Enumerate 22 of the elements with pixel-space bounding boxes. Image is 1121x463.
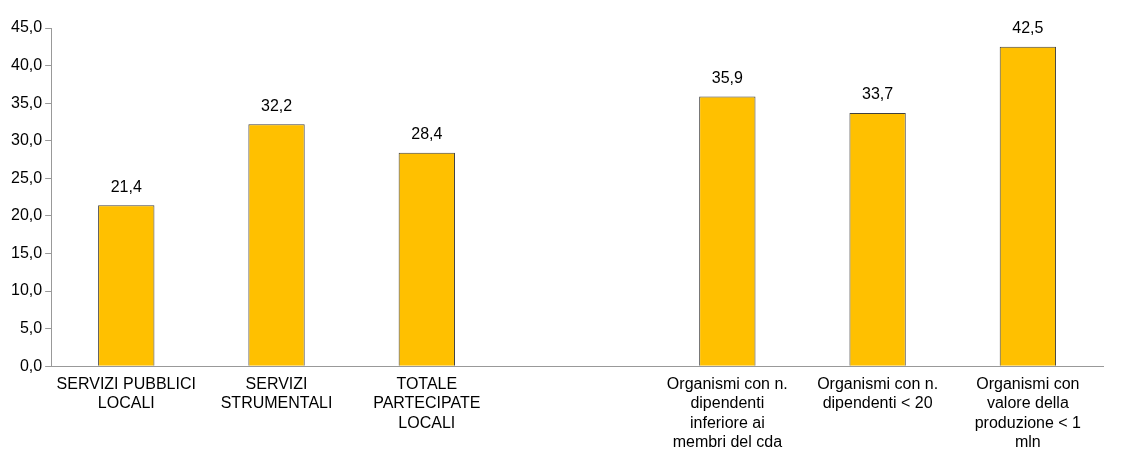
y-tick-label: 10,0 (11, 281, 43, 299)
x-tick-label: Organismi con n. dipendenti < 20 (817, 375, 939, 412)
x-tick-label: Organismi con valore della produzione < 1 mln (974, 375, 1082, 450)
data-label: 33,7 (862, 85, 894, 103)
y-tick-label: 30,0 (11, 131, 43, 149)
data-label: 28,4 (411, 125, 443, 143)
y-tick-label: 5,0 (19, 319, 43, 337)
y-tick-label: 35,0 (11, 93, 43, 111)
x-tick-label: SERVIZI PUBBLICI LOCALI (56, 375, 196, 412)
y-tick-label: 45,0 (11, 18, 43, 36)
y-tick-label: 20,0 (11, 206, 43, 224)
x-tick-label: TOTALE PARTECIPATE LOCALI (373, 375, 481, 431)
x-tick-label: Organismi con n. dipendenti inferiore ai membri del cda (666, 375, 788, 450)
data-label: 32,2 (260, 96, 293, 114)
data-label: 21,4 (110, 177, 142, 195)
y-tick-label: 25,0 (11, 168, 43, 186)
y-tick-label: 15,0 (11, 243, 43, 261)
y-tick-label: 40,0 (11, 55, 43, 73)
y-tick-label: 0,0 (19, 356, 43, 374)
data-label: 35,9 (711, 68, 744, 86)
x-tick-label: SERVIZI STRUMENTALI (220, 375, 333, 412)
data-label: 42,5 (1012, 19, 1044, 37)
